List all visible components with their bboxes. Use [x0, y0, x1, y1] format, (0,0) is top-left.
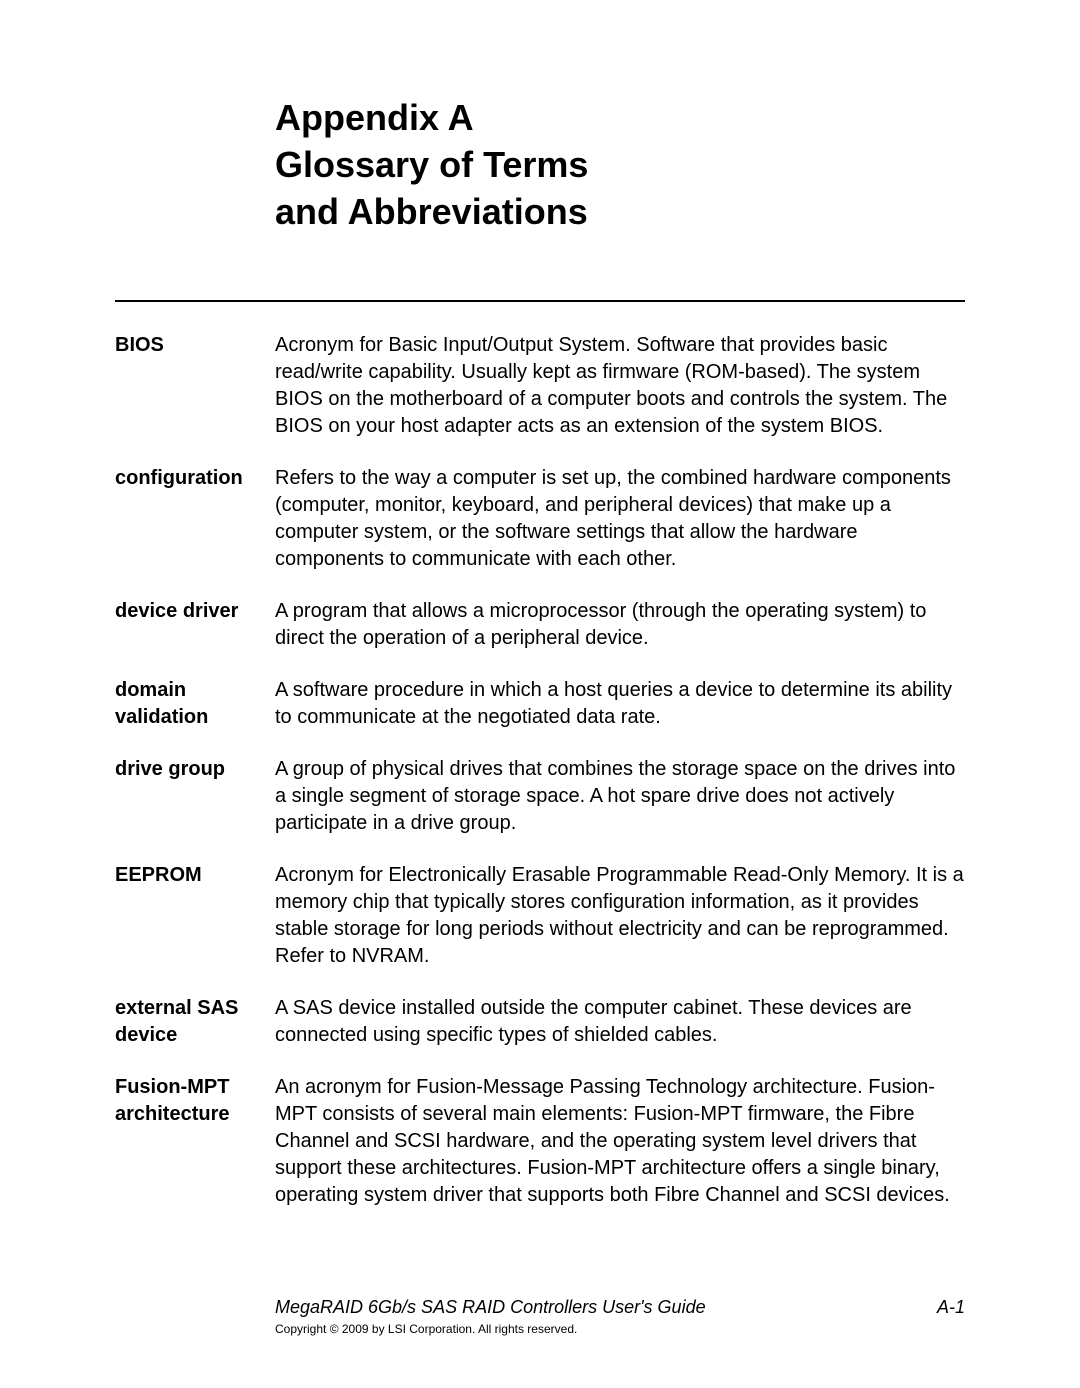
horizontal-rule: [115, 300, 965, 302]
footer-doc-title: MegaRAID 6Gb/s SAS RAID Controllers User…: [275, 1297, 706, 1318]
glossary-definition: A group of physical drives that combines…: [275, 756, 965, 837]
glossary-entry: EEPROM Acronym for Electronically Erasab…: [115, 862, 965, 970]
footer-line-1: MegaRAID 6Gb/s SAS RAID Controllers User…: [275, 1297, 965, 1318]
glossary-definition: Acronym for Electronically Erasable Prog…: [275, 862, 965, 970]
footer-page-number: A-1: [937, 1297, 965, 1318]
glossary-definition: A program that allows a microprocessor (…: [275, 598, 965, 652]
glossary-term: EEPROM: [115, 862, 275, 889]
appendix-title-block: Appendix A Glossary of Terms and Abbrevi…: [275, 95, 965, 235]
glossary-term: BIOS: [115, 332, 275, 359]
glossary-term: configuration: [115, 465, 275, 492]
glossary-term: drive group: [115, 756, 275, 783]
title-line-3: and Abbreviations: [275, 189, 965, 236]
title-line-1: Appendix A: [275, 95, 965, 142]
glossary-entry: configuration Refers to the way a comput…: [115, 465, 965, 573]
glossary-definition: A software procedure in which a host que…: [275, 677, 965, 731]
footer-copyright: Copyright © 2009 by LSI Corporation. All…: [275, 1322, 965, 1336]
glossary-term: device driver: [115, 598, 275, 625]
glossary-definition: Refers to the way a computer is set up, …: [275, 465, 965, 573]
page-footer: MegaRAID 6Gb/s SAS RAID Controllers User…: [275, 1297, 965, 1336]
glossary-entry: drive group A group of physical drives t…: [115, 756, 965, 837]
page: Appendix A Glossary of Terms and Abbrevi…: [0, 0, 1080, 1388]
glossary-definition: An acronym for Fusion-Message Passing Te…: [275, 1074, 965, 1209]
glossary-entry: BIOS Acronym for Basic Input/Output Syst…: [115, 332, 965, 440]
glossary-term: Fusion-MPT architecture: [115, 1074, 275, 1128]
glossary-entry: external SAS device A SAS device install…: [115, 995, 965, 1049]
glossary-term: domain validation: [115, 677, 275, 731]
glossary-definition: A SAS device installed outside the compu…: [275, 995, 965, 1049]
glossary-definition: Acronym for Basic Input/Output System. S…: [275, 332, 965, 440]
glossary-entries: BIOS Acronym for Basic Input/Output Syst…: [115, 332, 965, 1209]
glossary-entry: device driver A program that allows a mi…: [115, 598, 965, 652]
glossary-entry: domain validation A software procedure i…: [115, 677, 965, 731]
glossary-term: external SAS device: [115, 995, 275, 1049]
glossary-entry: Fusion-MPT architecture An acronym for F…: [115, 1074, 965, 1209]
title-line-2: Glossary of Terms: [275, 142, 965, 189]
